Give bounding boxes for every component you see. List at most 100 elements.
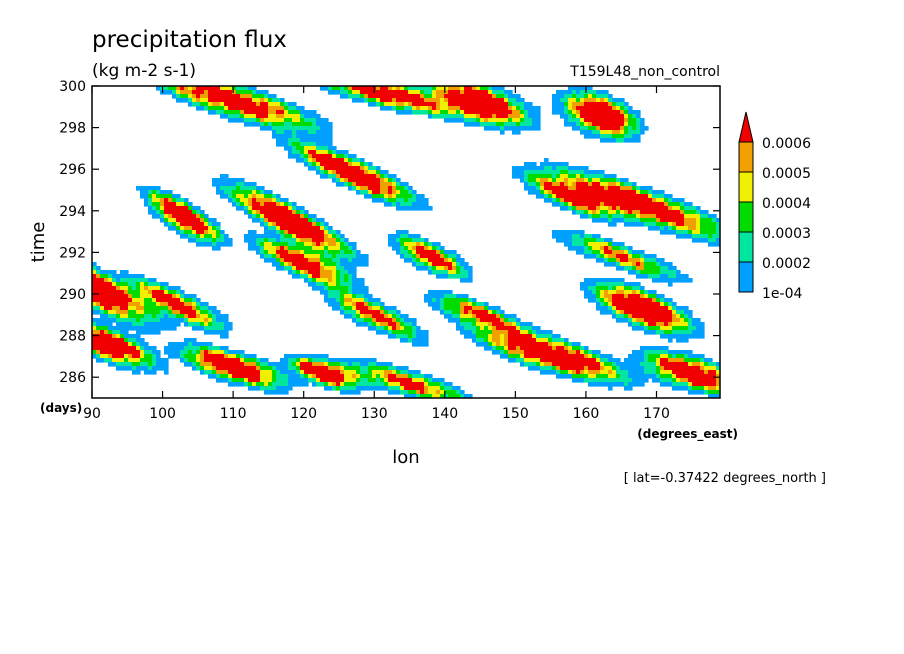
field-cell	[540, 162, 569, 167]
field-cell	[576, 182, 589, 187]
field-cell	[264, 258, 277, 263]
field-cell	[224, 354, 229, 359]
field-cell	[308, 274, 313, 279]
field-cell	[508, 342, 549, 347]
field-cell	[532, 118, 541, 123]
field-cell	[304, 270, 309, 275]
field-cell	[580, 234, 585, 239]
field-cell	[668, 306, 673, 311]
field-cell	[120, 270, 129, 275]
field-cell	[196, 354, 201, 359]
field-cell	[556, 370, 561, 375]
field-cell	[608, 222, 617, 227]
field-cell	[328, 282, 337, 287]
field-cell	[380, 174, 385, 179]
field-cell	[260, 374, 273, 379]
field-cell	[512, 118, 521, 123]
field-cell	[220, 102, 225, 107]
field-cell	[660, 298, 665, 303]
field-cell	[308, 130, 317, 135]
field-cell	[296, 362, 301, 367]
field-cell	[396, 106, 405, 111]
field-cell	[172, 90, 177, 95]
field-cell	[444, 294, 457, 299]
field-cell	[608, 246, 613, 251]
field-cell	[348, 290, 353, 295]
field-cell	[380, 170, 389, 175]
field-cell	[492, 90, 505, 95]
field-cell	[136, 338, 145, 343]
field-cell	[480, 326, 485, 331]
field-cell	[336, 230, 341, 235]
field-cell	[368, 306, 373, 311]
field-cell	[188, 202, 193, 207]
field-cell	[300, 238, 313, 243]
field-cell	[92, 298, 133, 303]
field-cell	[576, 370, 581, 375]
field-cell	[524, 162, 537, 167]
field-cell	[492, 342, 497, 347]
field-cell	[324, 238, 337, 243]
field-cell	[264, 242, 273, 247]
field-cell	[356, 386, 389, 391]
field-cell	[668, 266, 677, 271]
field-cell	[268, 222, 273, 227]
field-cell	[256, 90, 269, 95]
field-cell	[596, 298, 601, 303]
field-cell	[200, 302, 209, 307]
field-cell	[112, 282, 117, 287]
field-cell	[700, 218, 713, 223]
field-cell	[608, 182, 617, 187]
field-cell	[536, 182, 541, 187]
field-cell	[572, 342, 581, 347]
field-cell	[248, 198, 253, 203]
field-cell	[632, 314, 673, 319]
field-cell	[428, 290, 453, 295]
field-cell	[268, 218, 309, 223]
field-cell	[248, 246, 261, 251]
field-cell	[260, 242, 265, 247]
field-cell	[192, 206, 201, 211]
field-cell	[328, 242, 337, 247]
field-cell	[672, 226, 677, 231]
field-cell	[276, 378, 289, 383]
field-cell	[288, 202, 293, 207]
field-cell	[636, 126, 641, 131]
field-cell	[352, 258, 369, 263]
field-cell	[316, 282, 325, 287]
field-cell	[408, 186, 413, 191]
field-cell	[548, 194, 553, 199]
field-cell	[204, 234, 213, 239]
field-cell	[240, 358, 245, 363]
field-cell	[232, 374, 261, 379]
field-cell	[436, 106, 441, 111]
field-cell	[180, 222, 205, 227]
field-cell	[300, 370, 305, 375]
field-cell	[148, 194, 153, 199]
field-cell	[704, 358, 713, 363]
field-cell	[508, 338, 537, 343]
field-cell	[592, 218, 609, 223]
field-cell	[568, 98, 577, 103]
field-cell	[636, 122, 641, 127]
field-cell	[652, 278, 693, 283]
field-cell	[716, 362, 720, 367]
field-cell	[224, 110, 241, 115]
field-cell	[624, 222, 645, 227]
field-cell	[216, 186, 221, 191]
field-cell	[424, 390, 429, 395]
field-cell	[456, 254, 461, 259]
field-cell	[352, 250, 357, 255]
field-cell	[408, 370, 421, 375]
field-cell	[604, 366, 613, 371]
field-cell	[204, 330, 229, 335]
field-cell	[524, 358, 541, 363]
field-cell	[640, 118, 645, 123]
field-cell	[392, 178, 397, 183]
field-cell	[256, 214, 261, 219]
field-cell	[196, 350, 201, 355]
field-cell	[156, 302, 161, 307]
field-cell	[700, 366, 705, 371]
field-cell	[500, 354, 509, 359]
field-cell	[216, 318, 229, 323]
